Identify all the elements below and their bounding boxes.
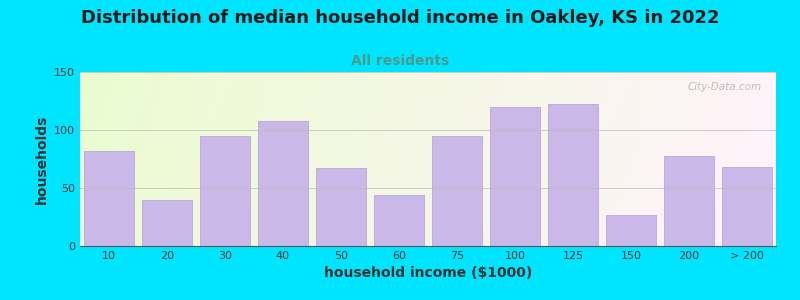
Bar — [606, 215, 656, 246]
Bar — [84, 151, 134, 246]
Text: Distribution of median household income in Oakley, KS in 2022: Distribution of median household income … — [81, 9, 719, 27]
Y-axis label: households: households — [34, 114, 49, 204]
Text: City-Data.com: City-Data.com — [688, 82, 762, 92]
Bar — [432, 136, 482, 246]
Text: All residents: All residents — [351, 54, 449, 68]
Bar — [258, 121, 308, 246]
X-axis label: household income ($1000): household income ($1000) — [324, 266, 532, 280]
Bar — [490, 107, 540, 246]
Bar — [316, 168, 366, 246]
Bar — [142, 200, 192, 246]
Bar — [200, 136, 250, 246]
Bar — [664, 155, 714, 246]
Bar — [374, 195, 424, 246]
Bar — [548, 104, 598, 246]
Bar — [722, 167, 772, 246]
